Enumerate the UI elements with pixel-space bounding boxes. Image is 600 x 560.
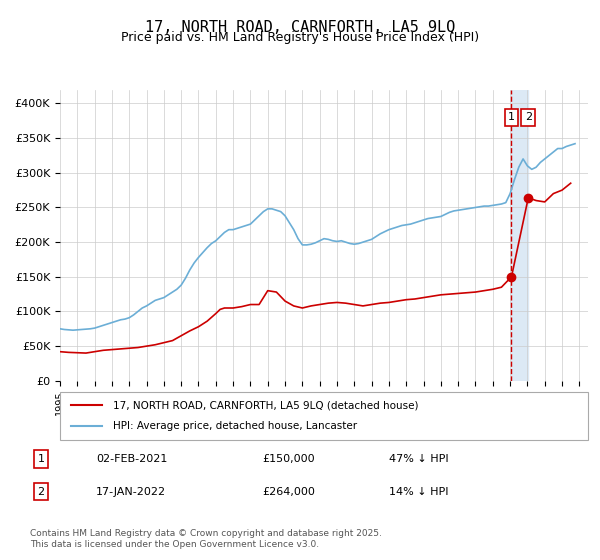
- Text: 17-JAN-2022: 17-JAN-2022: [96, 487, 166, 497]
- Text: Contains HM Land Registry data © Crown copyright and database right 2025.
This d: Contains HM Land Registry data © Crown c…: [30, 529, 382, 549]
- Text: £264,000: £264,000: [262, 487, 315, 497]
- Text: Price paid vs. HM Land Registry's House Price Index (HPI): Price paid vs. HM Land Registry's House …: [121, 31, 479, 44]
- FancyBboxPatch shape: [60, 392, 588, 440]
- Text: 2: 2: [525, 113, 532, 122]
- Text: 47% ↓ HPI: 47% ↓ HPI: [389, 454, 448, 464]
- Text: 2: 2: [37, 487, 44, 497]
- Text: 14% ↓ HPI: 14% ↓ HPI: [389, 487, 448, 497]
- Text: 1: 1: [38, 454, 44, 464]
- Text: £150,000: £150,000: [262, 454, 314, 464]
- Text: 17, NORTH ROAD, CARNFORTH, LA5 9LQ: 17, NORTH ROAD, CARNFORTH, LA5 9LQ: [145, 20, 455, 35]
- Text: HPI: Average price, detached house, Lancaster: HPI: Average price, detached house, Lanc…: [113, 421, 357, 431]
- Text: 17, NORTH ROAD, CARNFORTH, LA5 9LQ (detached house): 17, NORTH ROAD, CARNFORTH, LA5 9LQ (deta…: [113, 400, 418, 410]
- Bar: [511, 90, 528, 381]
- Text: 1: 1: [508, 113, 515, 122]
- Text: 02-FEB-2021: 02-FEB-2021: [96, 454, 167, 464]
